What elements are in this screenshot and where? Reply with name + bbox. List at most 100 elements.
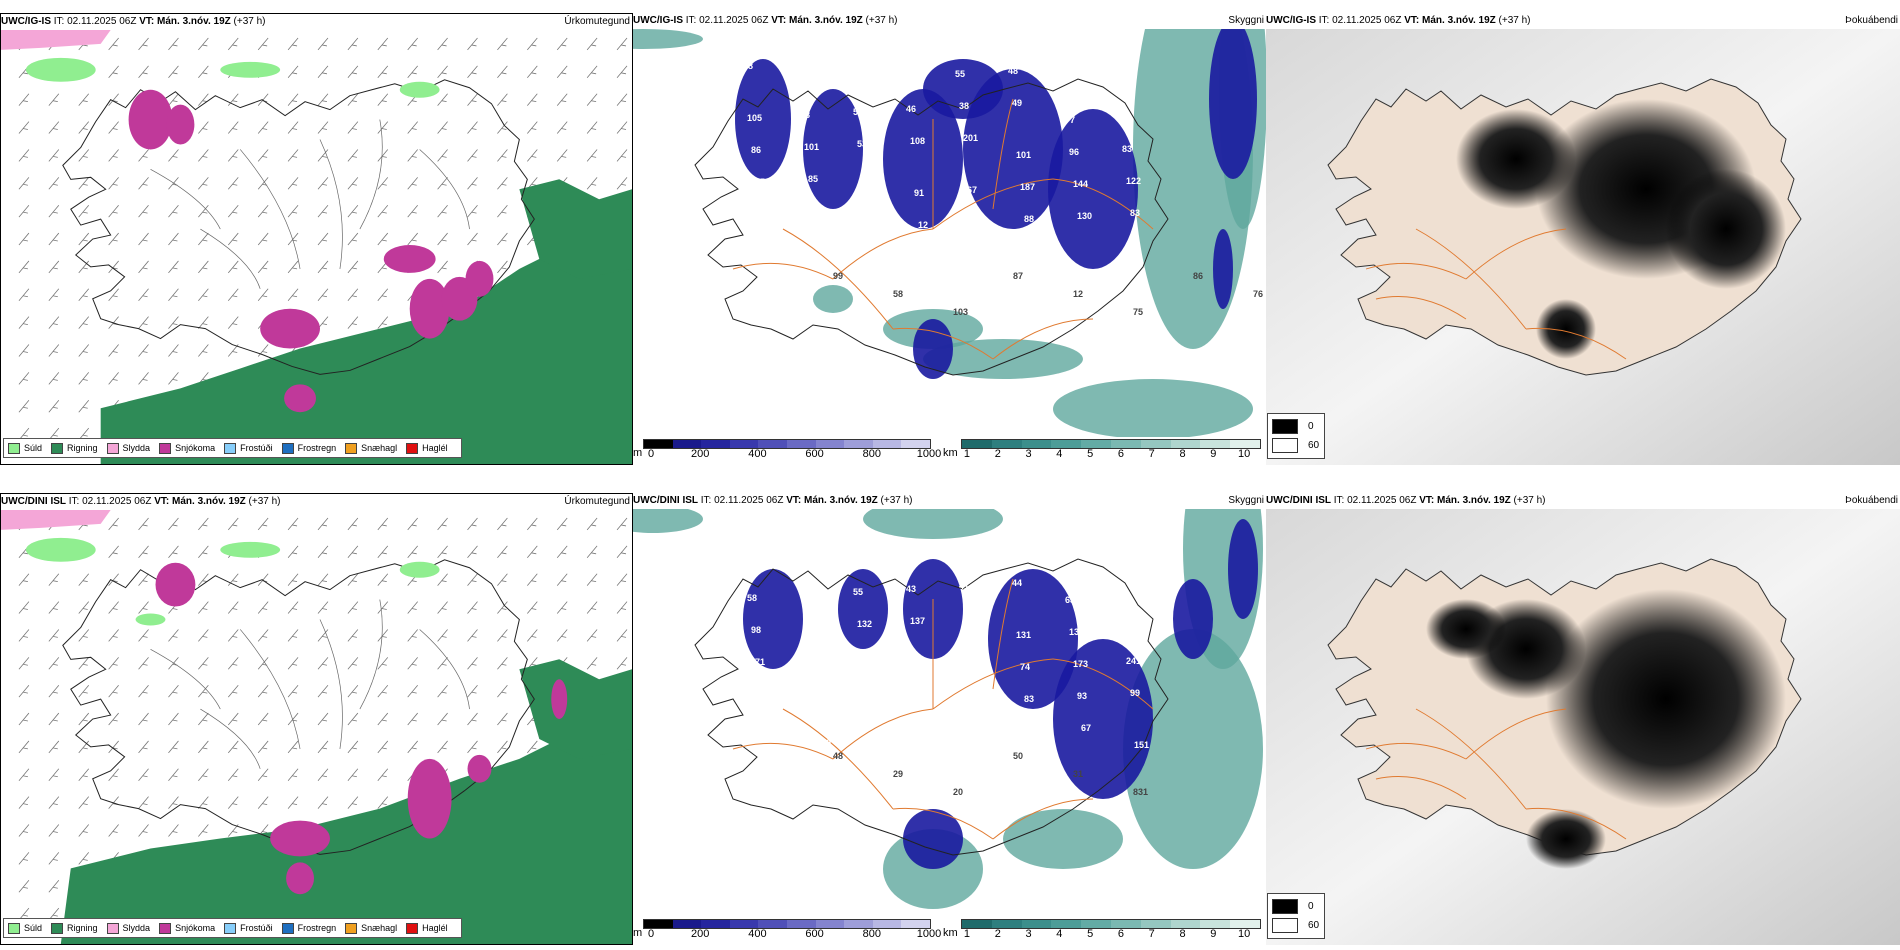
- road-lines: [732, 578, 1154, 840]
- visibility-area: [633, 29, 703, 49]
- colorbar-tick: 400: [748, 448, 767, 460]
- cloud-base-area: [803, 89, 863, 209]
- cloud-base-value: 121: [869, 735, 884, 745]
- cloud-base-value: 80: [808, 654, 818, 664]
- cloud-base-value: 31: [1073, 769, 1083, 779]
- legend-swatch: [224, 442, 237, 454]
- legend-label: Slydda: [122, 923, 151, 933]
- snow-area: [551, 679, 568, 720]
- colorbar-tick: 800: [862, 448, 881, 460]
- cloud-base-colorbar: m 0 200 400 600 800 1000: [633, 437, 941, 461]
- lead-time: (+37 h): [1513, 495, 1546, 506]
- panel-title: Úrkomutegund: [564, 496, 630, 507]
- cloud-base-value: 86: [1193, 271, 1203, 281]
- cloud-base-value: 51: [800, 590, 810, 600]
- cloud-vis-map-row1: UWC/IG-IS IT: 02.11.2025 06Z VT: Mán. 3.…: [633, 13, 1266, 465]
- cloud-vis-map-area[interactable]: 88 141 104 67 55 48 48 72 105 48 52 46 38 49 77 66 86 101…: [633, 29, 1266, 437]
- legend-label: Slydda: [122, 443, 151, 453]
- colorbar-tick: 6: [1117, 928, 1124, 940]
- cloud-base-value: 41: [959, 581, 969, 591]
- cloud-base-area: [1213, 229, 1233, 309]
- drizzle-area: [135, 613, 166, 626]
- cloud-base-value: 88: [1024, 214, 1034, 224]
- cloud-vis-map-row2: UWC/DINI ISL IT: 02.11.2025 06Z VT: Mán.…: [633, 493, 1266, 945]
- legend-swatch: [345, 442, 358, 454]
- precip-map-area[interactable]: [1, 30, 632, 464]
- cloud-base-value: 38: [959, 101, 969, 111]
- cloud-base-value: 70: [812, 206, 822, 216]
- precip-legend: Súld Rigning Slydda Snjókoma Frostúði Frostre…: [3, 918, 462, 938]
- sleet-area: [1, 510, 111, 530]
- visibility-colorbar: km 1 2 3 4 5 6 7 8 9 10: [943, 437, 1263, 461]
- fog-map-area[interactable]: [1266, 29, 1900, 465]
- model-name: UWC/IG-IS: [1, 16, 51, 27]
- cloud-base-value: 116: [804, 622, 819, 632]
- colorbar-tick: 6: [1117, 448, 1124, 460]
- colorbar-tick: 0: [647, 928, 655, 940]
- cloud-base-value: 97: [849, 555, 859, 565]
- legend-item: Snæhagl: [345, 442, 397, 454]
- cloud-base-value: 120: [1122, 624, 1137, 634]
- snow-area: [284, 384, 317, 413]
- visibility-area: [1123, 629, 1263, 869]
- colorbar-tick: 4: [1056, 928, 1063, 940]
- cloud-base-colorbar: m 0 200 400 600 800 1000: [633, 917, 941, 941]
- precip-map-svg: [1, 510, 632, 944]
- cloud-base-value: 20: [953, 787, 963, 797]
- colorbar-tick: 9: [1210, 928, 1217, 940]
- legend-item: Snæhagl: [345, 922, 397, 934]
- cloud-base-value: 456: [971, 217, 986, 227]
- cloud-base-value: 67: [967, 185, 977, 195]
- colorbar-tick: 2: [994, 928, 1001, 940]
- colorbar-tick: 200: [691, 928, 710, 940]
- fog-map-area[interactable]: [1266, 509, 1900, 945]
- cloud-base-value: 48: [833, 751, 843, 761]
- precip-legend: Súld Rigning Slydda Snjókoma Frostúði Frostre…: [3, 438, 462, 458]
- visibility-area: [1003, 809, 1123, 869]
- legend-label: Haglél: [422, 443, 448, 453]
- model-name: UWC/DINI ISL: [633, 495, 698, 506]
- cloud-base-area: [1209, 29, 1257, 179]
- cloud-base-value: 108: [910, 136, 925, 146]
- init-time: 02.11.2025 06Z: [1347, 495, 1417, 506]
- cloud-base-value: 67: [902, 72, 912, 82]
- snow-area: [166, 104, 195, 145]
- cloud-base-value: 86: [861, 651, 871, 661]
- legend-swatch: [106, 442, 119, 454]
- fog-index-map-row1: UWC/IG-IS IT: 02.11.2025 06Z VT: Mán. 3.…: [1266, 13, 1900, 465]
- fog-dark-area: [1536, 299, 1596, 359]
- colorbar-unit: m: [633, 447, 643, 459]
- visibility-colorbar: km 1 2 3 4 5 6 7 8 9 10: [943, 917, 1263, 941]
- colorbar-tick: 4: [1056, 448, 1063, 460]
- panel-title: Þokuábendi: [1845, 495, 1898, 506]
- panel-header: UWC/IG-IS IT: 02.11.2025 06Z VT: Mán. 3.…: [1, 14, 632, 30]
- valid-time: Mán. 3.nóv. 19Z: [1437, 495, 1511, 506]
- cloud-base-value: 55: [955, 69, 965, 79]
- cloud-base-value: 173: [1073, 659, 1088, 669]
- precip-map-area[interactable]: [1, 510, 632, 944]
- drizzle-area: [399, 561, 440, 578]
- cloud-base-value: 72: [1114, 80, 1124, 90]
- legend-label: Súld: [24, 923, 43, 933]
- precip-type-map-row1: UWC/IG-IS IT: 02.11.2025 06Z VT: Mán. 3.…: [0, 13, 633, 465]
- legend-label: Rigning: [67, 923, 98, 933]
- snow-area: [155, 562, 196, 607]
- cloud-base-value: 17: [865, 223, 875, 233]
- cloud-base-value: 46: [906, 104, 916, 114]
- cloud-base-value: 60: [918, 700, 928, 710]
- visibility-area: [863, 509, 1003, 539]
- cloud-base-area: [838, 569, 888, 649]
- cloud-vis-map-area[interactable]: 165 156 97 65 49 46 80 46 58 51 55 43 41 44 63 51 98 116 1…: [633, 509, 1266, 917]
- fog-index-map-row2: UWC/DINI ISL IT: 02.11.2025 06Z VT: Mán.…: [1266, 493, 1900, 945]
- cloud-base-value: 80: [1061, 543, 1071, 553]
- cloud-base-value: 137: [910, 616, 925, 626]
- legend-swatch: [8, 442, 20, 454]
- init-time: 02.11.2025 06Z: [67, 16, 137, 27]
- snow-area: [286, 862, 315, 895]
- lead-time: (+37 h): [1498, 15, 1531, 26]
- colorbar-tick: 3: [1025, 448, 1032, 460]
- cloud-base-value: 48: [1008, 66, 1018, 76]
- legend-swatch: [281, 922, 294, 934]
- colorbar-tick: 7: [1148, 928, 1155, 940]
- drizzle-area: [25, 537, 96, 562]
